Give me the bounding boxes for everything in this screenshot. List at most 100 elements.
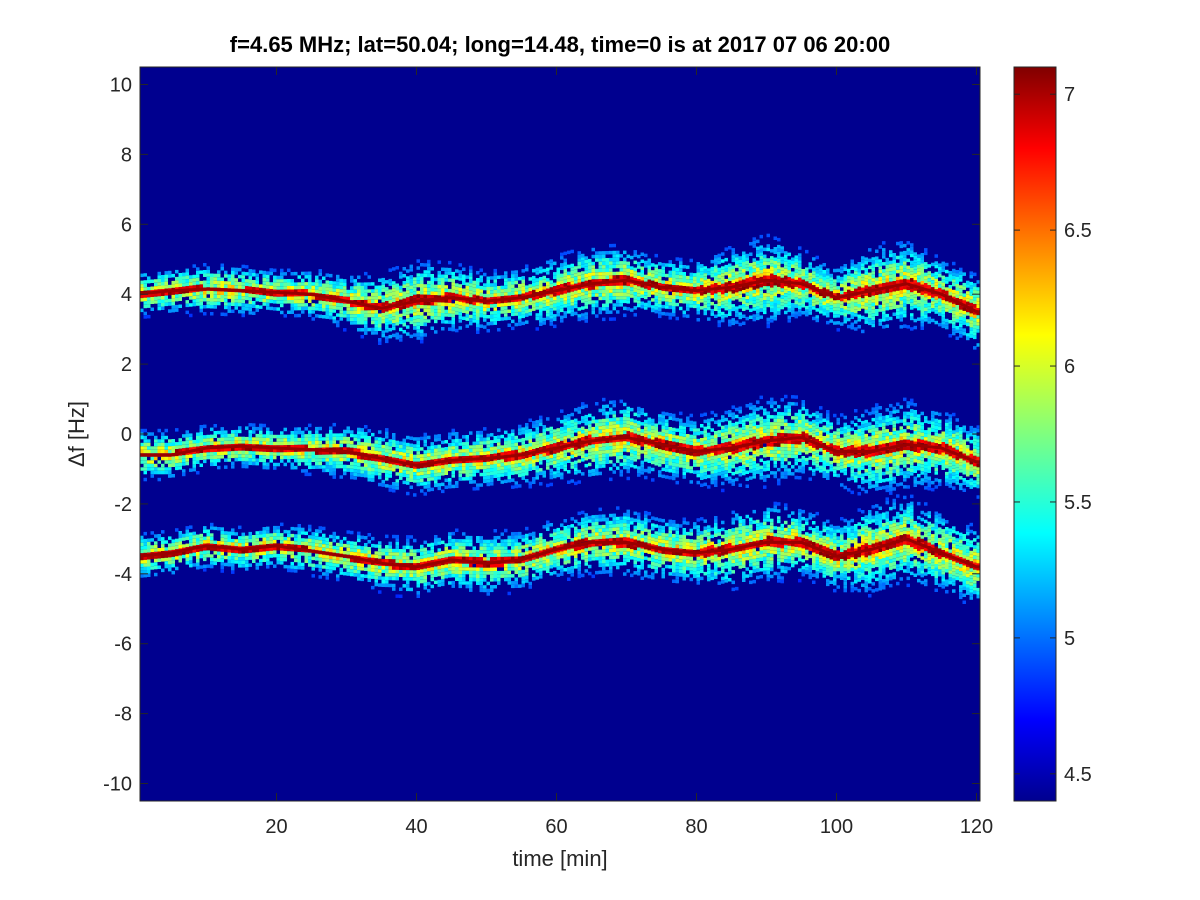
heat-cell [402,298,406,302]
heat-cell [584,273,588,278]
heat-cell [346,289,350,294]
heat-cell [735,257,739,261]
heat-cell [185,303,189,308]
heat-cell [511,291,515,296]
heat-cell [931,318,935,323]
heat-cell [486,276,490,280]
heat-cell [742,251,746,255]
heat-cell [374,324,378,328]
heat-cell [686,289,690,294]
heat-cell [402,445,406,450]
heat-cell [899,307,903,312]
heat-cell [661,311,665,316]
heat-cell [213,301,217,306]
heat-cell [227,274,231,278]
heat-cell [248,297,252,301]
heat-cell [521,472,525,477]
heat-cell [367,460,371,464]
heat-cell [546,462,550,467]
heat-cell [836,303,840,308]
heat-cell [343,447,347,451]
heat-cell [588,413,592,418]
heat-cell [329,444,333,448]
heat-cell [521,469,525,473]
heat-cell [206,452,210,456]
heat-cell [598,436,602,441]
heat-cell [623,250,627,255]
heat-cell [889,295,893,300]
heat-cell [882,279,886,284]
heat-cell [910,316,914,321]
heat-cell [773,271,777,275]
heat-cell [406,446,410,450]
heat-cell [794,258,798,263]
heat-cell [308,434,312,438]
heat-cell [941,324,945,329]
heat-cell [171,273,175,278]
heat-cell [773,236,777,240]
heat-cell [360,314,364,318]
heat-cell [857,286,861,290]
heat-cell [549,482,553,487]
heat-cell [910,281,914,286]
heat-cell [227,437,231,441]
heat-cell [416,458,420,462]
heat-cell [640,284,644,288]
heat-cell [308,437,312,442]
heat-cell [584,298,588,302]
heat-cell [217,458,221,463]
heat-cell [308,313,312,317]
heat-cell [168,456,172,461]
heat-cell [791,261,795,265]
heat-cell [287,445,291,449]
heat-cell [836,275,840,280]
heat-cell [486,461,490,466]
heat-cell [252,423,256,427]
heat-cell [388,456,392,461]
heat-cell [360,335,364,339]
heat-cell [605,415,609,419]
heat-cell [455,276,459,280]
heat-cell [941,300,945,304]
heat-cell [833,307,837,311]
heat-cell [598,429,602,434]
heat-cell [637,254,641,259]
heat-cell [962,282,966,287]
heat-cell [539,468,543,472]
heat-cell [854,288,858,293]
heat-cell [903,268,907,272]
heat-cell [343,436,347,441]
heat-cell [441,313,445,317]
heat-cell [455,446,459,450]
heat-cell [332,309,336,313]
heat-cell [217,437,221,442]
heat-cell [416,468,420,473]
heat-cell [871,285,875,289]
heat-cell [619,292,623,297]
heat-cell [514,439,518,443]
heat-cell [679,306,683,311]
heat-cell [948,278,952,282]
heat-cell [346,457,350,462]
heat-cell [406,290,410,294]
heat-cell [213,434,217,438]
heat-cell [560,419,564,424]
heat-cell [252,273,256,277]
heat-cell [262,277,266,282]
heat-cell [413,308,417,313]
heat-cell [332,298,336,303]
heat-cell [472,487,476,491]
heat-cell [304,282,308,286]
heat-cell [703,297,707,302]
heat-cell [602,460,606,465]
heat-cell [196,270,200,275]
heat-cell [948,334,952,338]
heat-cell [490,290,494,294]
heat-cell [539,457,543,462]
heat-cell [955,280,959,284]
heat-cell [308,306,312,310]
heat-cell [532,268,536,273]
heat-cell [731,269,735,273]
heat-cell [581,316,585,321]
heat-cell [542,446,546,450]
